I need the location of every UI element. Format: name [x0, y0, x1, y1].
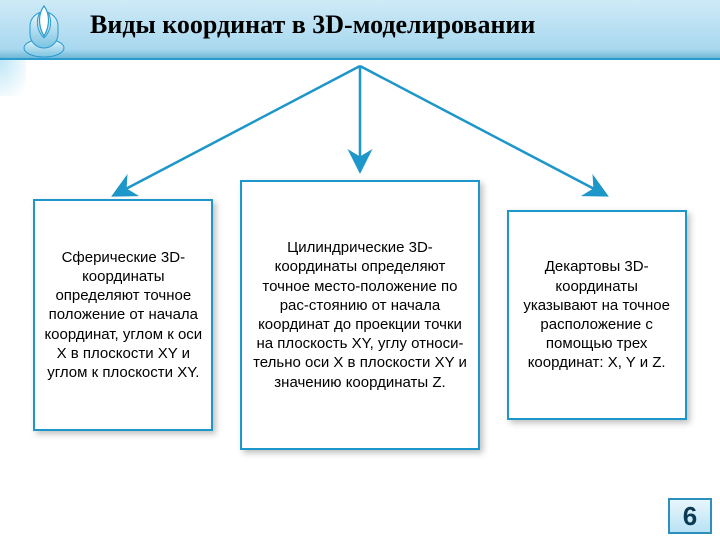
- logo-icon: [22, 2, 66, 58]
- card-cartesian: Декартовы 3D-координаты указывают на точ…: [507, 210, 687, 420]
- card-text: Цилиндрические 3D-координаты определяют …: [250, 238, 470, 392]
- page-number: 6: [668, 498, 712, 534]
- cards-row: Сферические 3D-координаты определяют точ…: [0, 180, 720, 450]
- card-text: Декартовы 3D-координаты указывают на точ…: [517, 257, 677, 372]
- slide: Виды координат в 3D-моделировании Сферич…: [0, 0, 720, 540]
- card-spherical: Сферические 3D-координаты определяют точ…: [33, 199, 213, 431]
- slide-title: Виды координат в 3D-моделировании: [90, 10, 535, 40]
- card-text: Сферические 3D-координаты определяют точ…: [43, 248, 203, 382]
- card-cylindrical: Цилиндрические 3D-координаты определяют …: [240, 180, 480, 450]
- page-number-value: 6: [683, 501, 697, 532]
